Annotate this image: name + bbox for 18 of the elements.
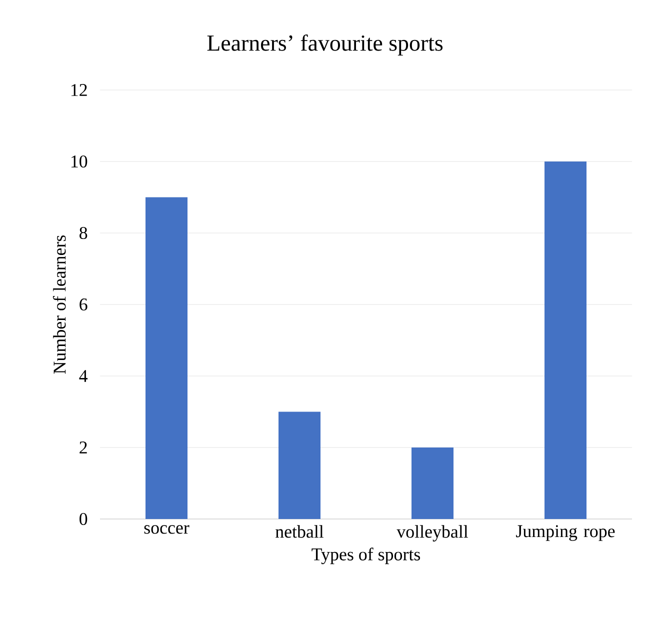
bar	[278, 412, 321, 519]
y-tick-label: 4	[79, 370, 88, 382]
bar	[544, 161, 587, 519]
y-tick-label: 10	[71, 155, 88, 168]
y-tick-label: 2	[80, 442, 87, 454]
x-tick-label: volleyball	[396, 525, 468, 542]
chart-title: Learners’ favourite sports	[207, 34, 443, 56]
x-axis-title: Types of sports	[312, 548, 420, 564]
y-axis-title: Number of learners	[52, 235, 66, 374]
y-tick-label: 0	[80, 512, 88, 526]
y-tick-label: 6	[80, 298, 88, 311]
y-tick-label: 8	[80, 226, 88, 240]
y-tick-label: 12	[71, 84, 87, 96]
x-tick-label: netball	[276, 525, 324, 538]
x-tick-label: soccer	[144, 525, 190, 534]
x-tick-label: Jumping rope	[516, 525, 615, 541]
bar	[146, 197, 188, 519]
bar	[412, 448, 454, 519]
